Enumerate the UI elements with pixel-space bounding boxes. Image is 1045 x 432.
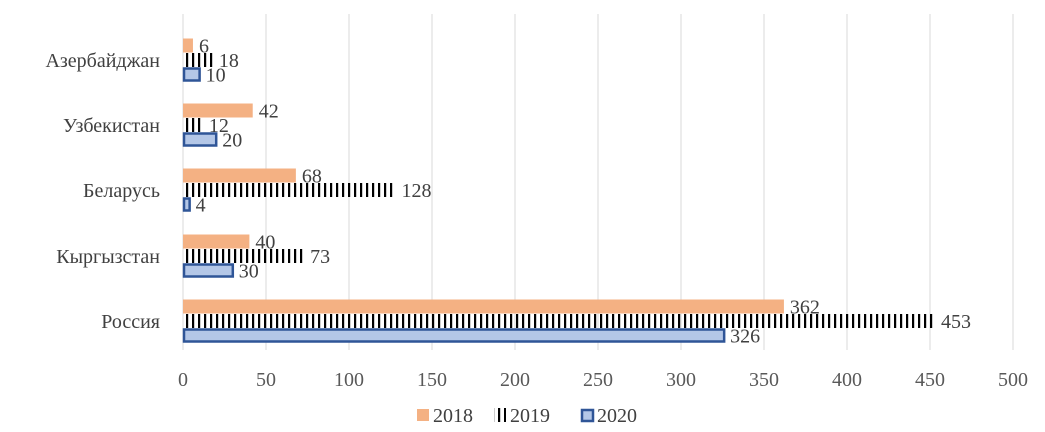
category-labels: Россия Кыргызстан Беларусь Узбекистан Азерба…: [45, 50, 160, 333]
data-label: 73: [310, 246, 330, 268]
x-axis-ticks: 0 50 100 150 200 250 300 350 400 450 500: [178, 369, 1028, 391]
bar-2019: [183, 118, 203, 132]
x-tick-label: 200: [500, 369, 530, 391]
data-label: 20: [222, 130, 242, 152]
x-tick-label: 0: [178, 369, 188, 391]
data-label: 68: [302, 166, 322, 188]
bar-2020: [184, 199, 190, 211]
bars: [183, 39, 935, 342]
x-tick-label: 400: [832, 369, 862, 391]
x-tick-label: 350: [749, 369, 779, 391]
legend-label: 2019: [510, 405, 550, 427]
data-label: 42: [259, 101, 279, 123]
legend-item-2019: 2019: [494, 405, 550, 427]
data-label: 40: [255, 232, 275, 254]
data-label: 10: [206, 65, 226, 87]
legend-swatch: [582, 410, 593, 421]
bar-2019: [183, 314, 935, 328]
legend-label: 2018: [433, 405, 473, 427]
data-label: 128: [401, 180, 431, 202]
bar-2019: [183, 183, 395, 197]
bar-2018: [183, 39, 193, 53]
legend-item-2020: 2020: [582, 405, 637, 427]
legend-swatch: [417, 409, 429, 421]
legend-label: 2020: [597, 405, 637, 427]
x-tick-label: 300: [666, 369, 696, 391]
data-label: 326: [730, 326, 760, 348]
legend-swatch: [494, 408, 506, 422]
legend-item-2018: 2018: [417, 405, 473, 427]
data-label: 6: [199, 36, 209, 58]
category-label: Узбекистан: [63, 115, 160, 137]
bar-2018: [183, 235, 249, 249]
data-label: 4: [196, 195, 206, 217]
x-tick-label: 500: [998, 369, 1028, 391]
category-label: Азербайджан: [45, 50, 160, 72]
data-label: 453: [941, 311, 971, 333]
x-tick-label: 150: [417, 369, 447, 391]
category-label: Беларусь: [83, 180, 160, 202]
x-tick-label: 100: [334, 369, 364, 391]
bar-2020: [184, 330, 724, 342]
legend: 2018 2019 2020: [417, 405, 637, 427]
data-label: 362: [790, 297, 820, 319]
bar-2020: [184, 265, 233, 277]
x-tick-label: 450: [915, 369, 945, 391]
category-label: Россия: [101, 311, 160, 333]
data-label: 30: [239, 261, 259, 283]
bar-2018: [183, 300, 784, 314]
x-tick-label: 50: [256, 369, 276, 391]
bar-2020: [184, 69, 200, 81]
category-label: Кыргызстан: [56, 246, 160, 268]
x-tick-label: 250: [583, 369, 613, 391]
bar-2018: [183, 169, 296, 183]
